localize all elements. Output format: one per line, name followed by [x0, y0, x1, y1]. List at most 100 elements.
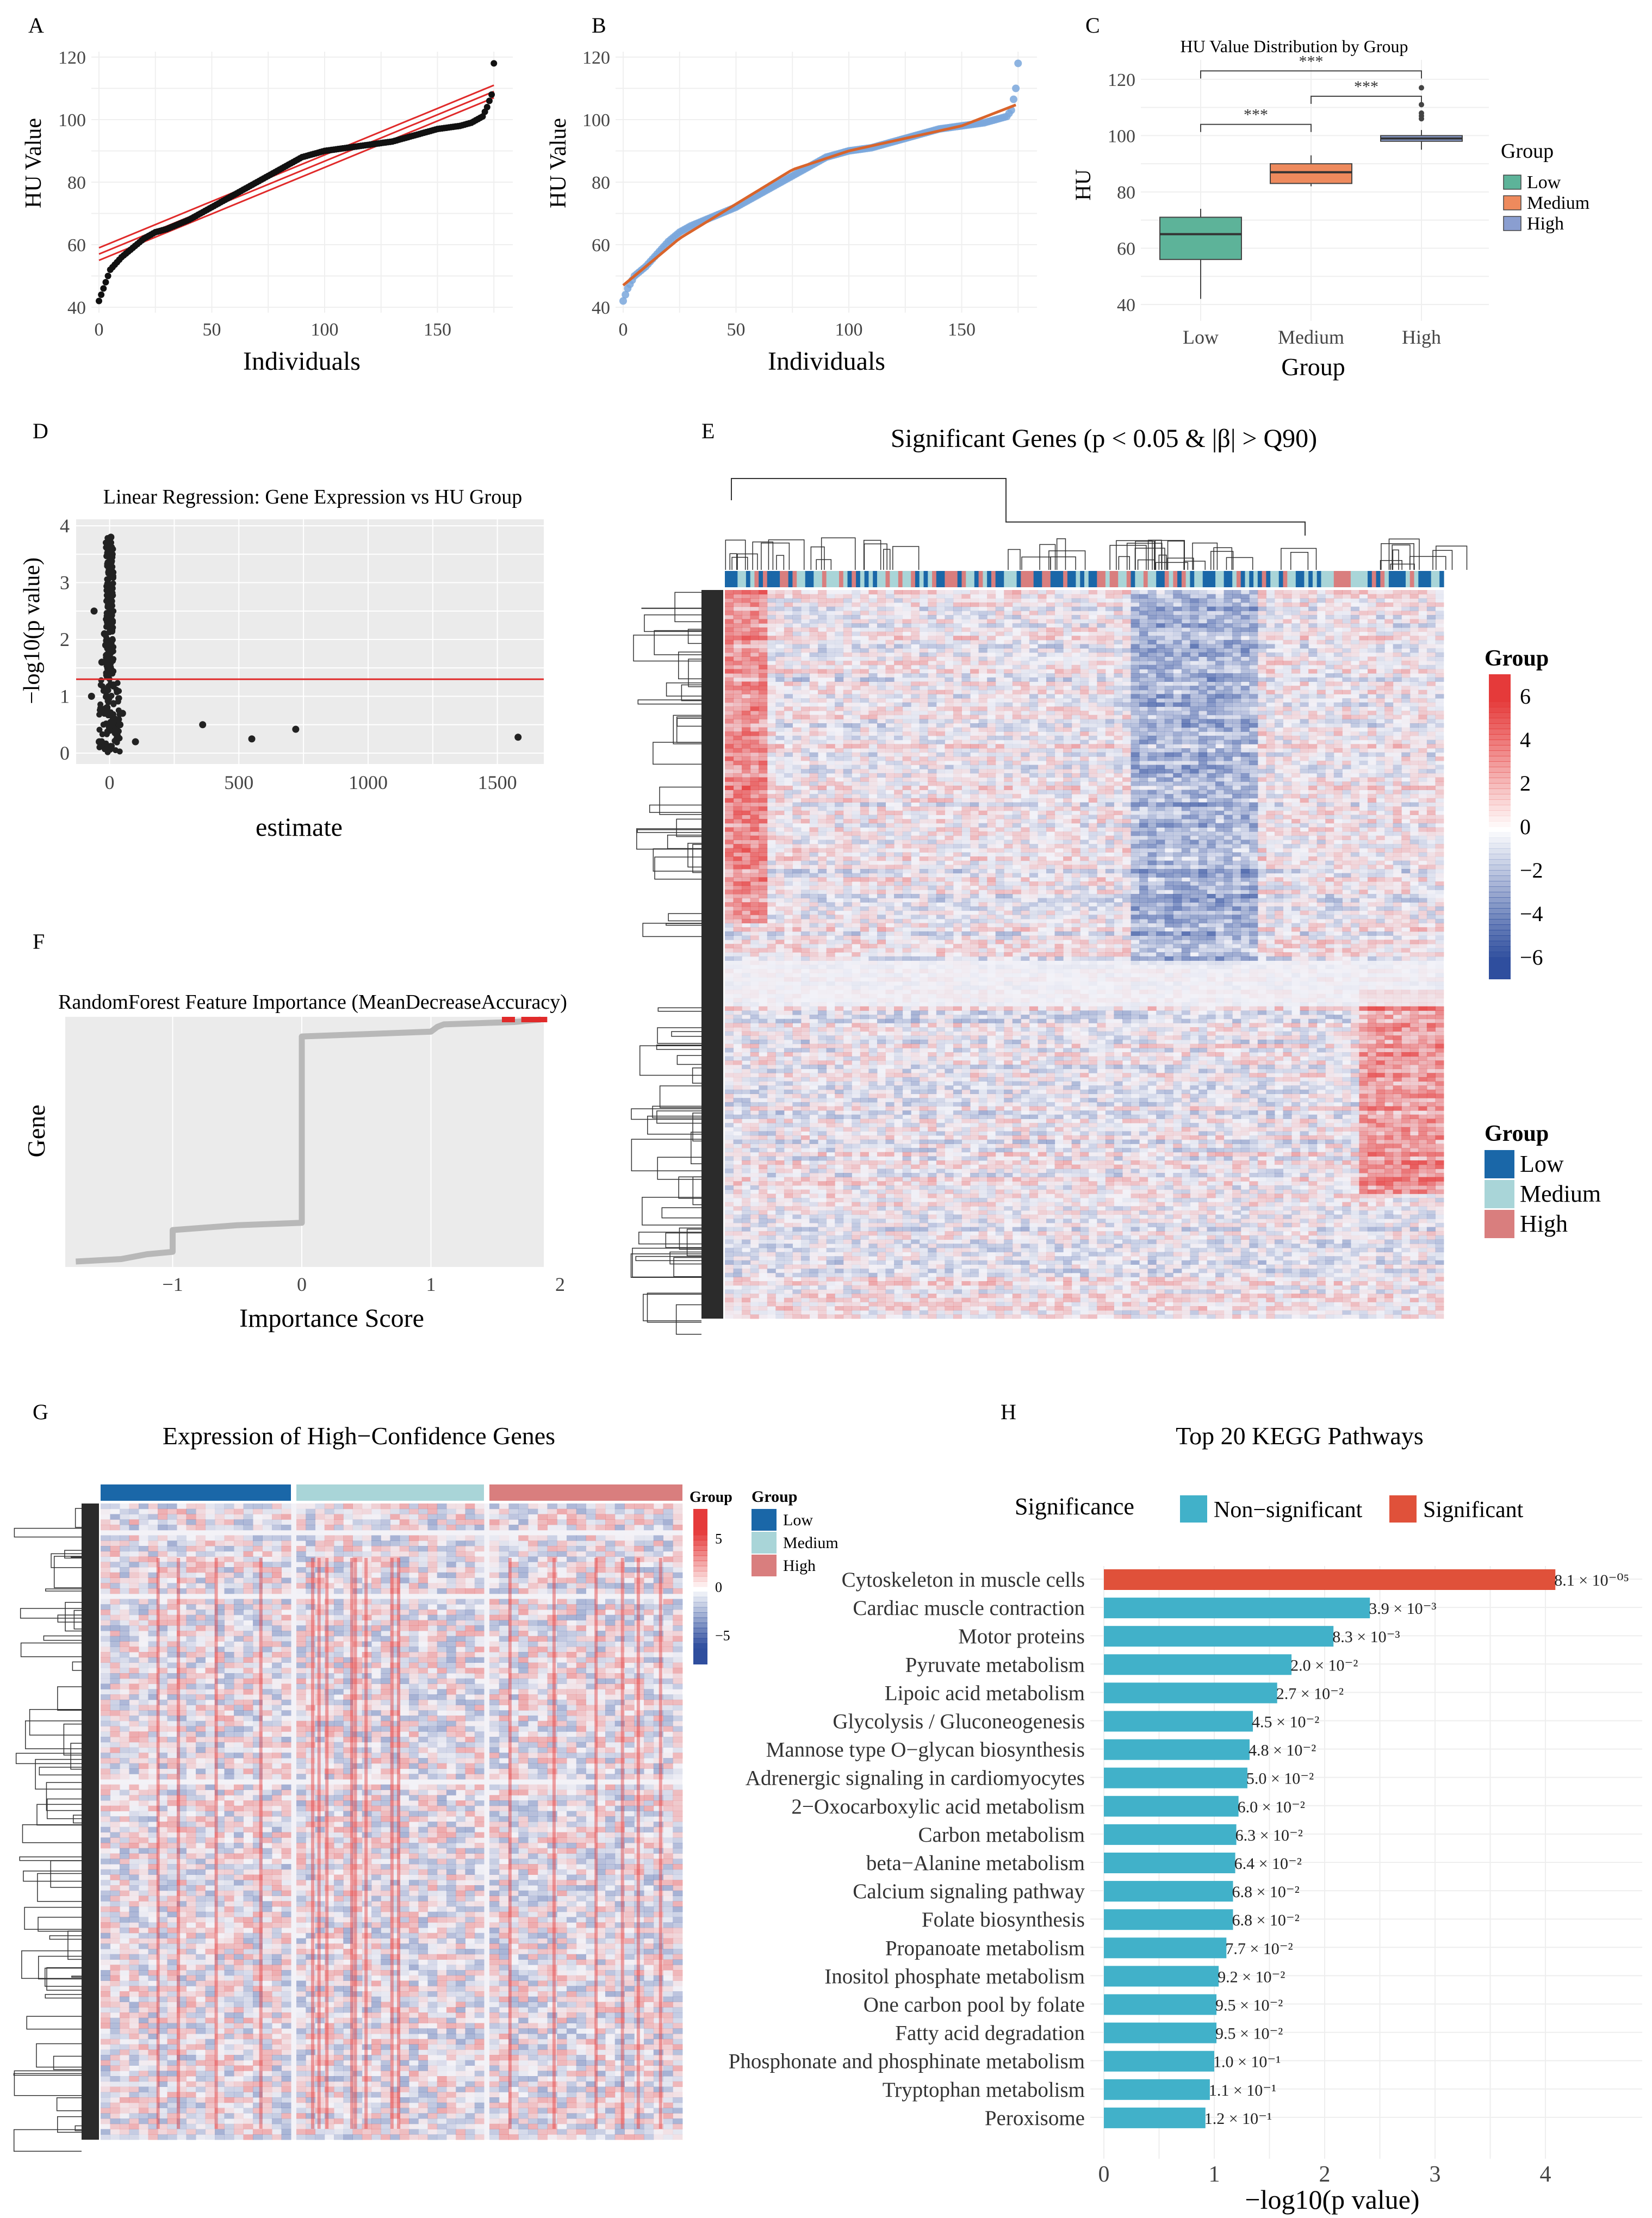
heatmap-cell	[1283, 690, 1291, 694]
heatmap-cell	[928, 619, 936, 624]
heatmap-cell	[1224, 644, 1233, 649]
heatmap-cell	[792, 744, 801, 748]
heatmap-cell	[1334, 657, 1343, 661]
group-annotation-cell	[1160, 571, 1165, 587]
heatmap-cell	[767, 678, 776, 682]
heatmap-cell	[1072, 644, 1080, 649]
heatmap-cell	[1190, 607, 1198, 611]
heatmap-cell	[903, 773, 911, 778]
heatmap-cell	[734, 773, 742, 778]
heatmap-cell	[750, 756, 759, 761]
heatmap-cell	[784, 719, 793, 723]
group-annotation-cell	[1296, 571, 1300, 587]
heatmap-cell	[1435, 711, 1444, 715]
heatmap-cell	[725, 773, 734, 778]
heatmap-cell	[953, 694, 962, 698]
heatmap-cell	[1308, 773, 1317, 778]
heatmap-cell	[877, 706, 886, 711]
heatmap-cell	[742, 623, 750, 627]
heatmap-cell	[1376, 778, 1385, 782]
heatmap-cell	[1410, 711, 1419, 715]
heatmap-cell	[742, 715, 750, 719]
heatmap-cell	[1334, 781, 1343, 786]
heatmap-cell	[1410, 728, 1419, 732]
heatmap-cell	[911, 723, 920, 728]
heatmap-cell	[792, 623, 801, 627]
heatmap-cell	[928, 765, 936, 769]
heatmap-cell	[945, 636, 953, 640]
heatmap-cell	[1165, 653, 1173, 657]
heatmap-cell	[1427, 748, 1436, 753]
heatmap-cell	[868, 698, 877, 703]
data-point	[1014, 60, 1022, 67]
heatmap-cell	[920, 728, 928, 732]
heatmap-cell	[792, 778, 801, 782]
heatmap-cell	[1139, 598, 1148, 602]
heatmap-cell	[742, 773, 750, 778]
heatmap-cell	[827, 761, 835, 765]
heatmap-cell	[1258, 648, 1266, 653]
heatmap-cell	[1410, 673, 1419, 678]
heatmap-cell	[810, 740, 818, 744]
heatmap-cell	[792, 669, 801, 673]
heatmap-cell	[1122, 773, 1131, 778]
heatmap-cell	[961, 619, 970, 624]
heatmap-cell	[1224, 619, 1233, 624]
y-tick-label: 60	[1117, 239, 1135, 259]
heatmap-cell	[1156, 715, 1165, 719]
heatmap-cell	[1114, 744, 1122, 748]
heatmap-cell	[835, 761, 843, 765]
heatmap-cell	[1317, 669, 1326, 673]
heatmap-cell	[894, 598, 903, 602]
heatmap-cell	[1359, 694, 1368, 698]
heatmap-cell	[961, 598, 970, 602]
heatmap-cell	[1207, 740, 1216, 744]
heatmap-cell	[835, 703, 843, 707]
heatmap-cell	[1359, 669, 1368, 673]
heatmap-cell	[945, 669, 953, 673]
heatmap-cell	[970, 706, 979, 711]
heatmap-cell	[1165, 632, 1173, 636]
group-annotation-cell	[1131, 571, 1135, 587]
group-annotation-cell	[852, 571, 856, 587]
heatmap-cell	[886, 681, 895, 686]
heatmap-cell	[1122, 698, 1131, 703]
heatmap-cell	[1089, 748, 1097, 753]
heatmap-cell	[1368, 590, 1376, 594]
heatmap-cell	[1198, 698, 1207, 703]
heatmap-cell	[945, 703, 953, 707]
heatmap-cell	[1232, 627, 1241, 632]
heatmap-cell	[1224, 781, 1233, 786]
group-annotation-cell	[1110, 571, 1114, 587]
group-annotation-cell	[801, 571, 805, 587]
heatmap-cell	[1435, 644, 1444, 649]
heatmap-cell	[1275, 590, 1283, 594]
heatmap-cell	[775, 669, 784, 673]
heatmap-cell	[1275, 736, 1283, 740]
heatmap-cell	[801, 778, 810, 782]
heatmap-cell	[979, 728, 988, 732]
heatmap-cell	[1063, 731, 1072, 736]
heatmap-cell	[1368, 711, 1376, 715]
heatmap-cell	[1207, 690, 1216, 694]
heatmap-cell	[1080, 731, 1089, 736]
heatmap-cell	[1156, 698, 1165, 703]
heatmap-cell	[1300, 748, 1309, 753]
heatmap-cell	[1291, 640, 1300, 644]
heatmap-cell	[1004, 728, 1013, 732]
heatmap-cell	[1351, 719, 1359, 723]
heatmap-cell	[1317, 594, 1326, 599]
group-annotation-cell	[860, 571, 865, 587]
group-annotation-cell	[1228, 571, 1232, 587]
heatmap-cell	[759, 611, 767, 615]
heatmap-cell	[1215, 778, 1224, 782]
heatmap-cell	[945, 723, 953, 728]
heatmap-cell	[1275, 594, 1283, 599]
heatmap-cell	[1241, 619, 1250, 624]
heatmap-cell	[1384, 648, 1393, 653]
heatmap-cell	[843, 765, 852, 769]
heatmap-cell	[1342, 723, 1351, 728]
heatmap-cell	[1393, 694, 1402, 698]
heatmap-cell	[894, 644, 903, 649]
heatmap-cell	[775, 636, 784, 640]
